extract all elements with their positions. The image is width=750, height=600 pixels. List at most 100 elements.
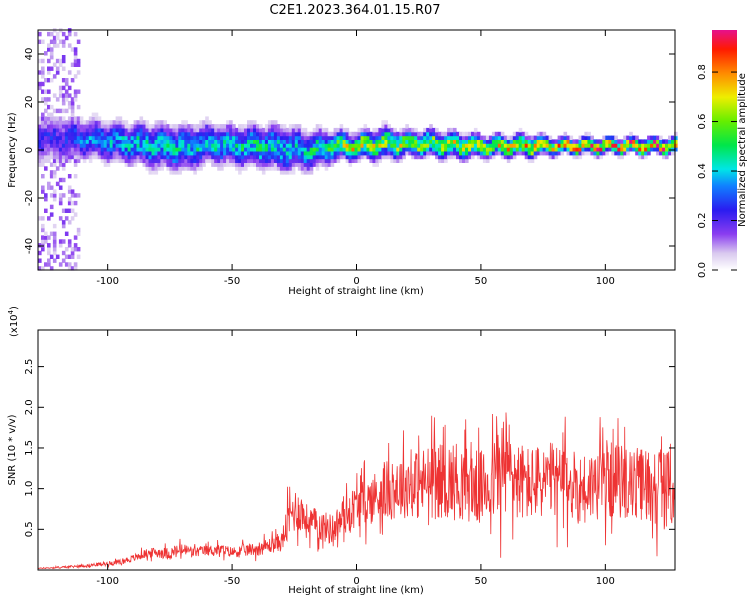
spectrogram-cell	[300, 166, 305, 171]
spectrogram-cell	[384, 151, 388, 156]
spectrogram-cell	[438, 131, 442, 137]
spectrogram-cell	[91, 127, 96, 133]
spectrogram-cell	[226, 131, 230, 137]
spectrogram-cell	[67, 220, 72, 225]
spectrogram-cell	[375, 139, 379, 144]
spectrogram-cell	[118, 151, 123, 156]
spectrogram-cell	[375, 158, 379, 163]
spectrogram-cell	[375, 143, 379, 148]
spectrogram-cell	[396, 131, 400, 137]
spectrogram-cell	[76, 143, 81, 148]
spectrogram-cell	[491, 154, 496, 160]
spectrogram-cell	[279, 139, 284, 144]
spectrogram-cell	[196, 158, 200, 163]
spectrogram-cell	[441, 158, 445, 163]
spectrogram-cell	[229, 124, 233, 129]
spectrogram-cell	[70, 131, 75, 137]
spectrogram-cell	[73, 162, 78, 167]
spectrogram-cell	[432, 139, 436, 144]
spectrogram-cell	[250, 127, 254, 133]
spectrogram-cell	[261, 143, 266, 148]
spectrogram-cell	[91, 112, 96, 117]
spectrogram-cell	[426, 139, 430, 144]
spectrogram-cell	[584, 143, 588, 148]
spectrogram-cell	[635, 139, 639, 144]
x-tick-label: 50	[475, 276, 488, 287]
spectrogram-cell	[315, 139, 320, 144]
spectrogram-cell	[318, 151, 323, 156]
spectrogram-cell	[524, 151, 529, 156]
spectrogram-cell	[656, 143, 660, 148]
spectrogram-cell	[396, 139, 400, 144]
spectrogram-cell	[456, 147, 460, 152]
spectrogram-cell	[199, 124, 203, 129]
colorbar: 0.00.20.40.60.8 Normalized spectral ampl…	[697, 30, 748, 278]
spectrogram-cell	[58, 143, 63, 148]
spectrogram-cell	[324, 151, 329, 156]
spectrogram-cell	[291, 135, 296, 140]
spectrogram-cell	[623, 143, 627, 148]
spectrogram-cell	[491, 131, 496, 137]
spectrogram-cell	[142, 124, 147, 129]
spectrogram-cell	[423, 143, 427, 148]
spectrogram-cell	[82, 131, 87, 137]
spectrogram-cell	[220, 154, 224, 160]
spectrogram-cell	[360, 154, 365, 160]
spectrogram-cell	[378, 154, 382, 160]
spectrogram-cell	[148, 170, 153, 175]
spectrogram-cell	[52, 43, 57, 48]
spectrogram-cell	[184, 143, 188, 148]
spectrogram-cell	[49, 127, 54, 133]
spectrogram-cell	[139, 151, 144, 156]
spectrogram-cell	[55, 66, 60, 71]
spectrogram-cell	[665, 139, 669, 144]
spectrogram-cell	[569, 151, 574, 156]
spectrogram-cell	[94, 120, 99, 125]
spectrogram-cell	[267, 151, 272, 156]
spectrogram-cell	[384, 143, 388, 148]
spectrogram-cell	[41, 223, 45, 229]
spectrogram-cell	[139, 147, 144, 152]
spectrogram-cell	[67, 147, 72, 152]
spectrogram-cell	[381, 139, 385, 144]
spectrogram-cell	[47, 116, 51, 121]
spectrogram-cell	[163, 162, 167, 167]
spectrogram-cell	[49, 78, 54, 83]
spectrogram-cell	[253, 120, 257, 125]
spectrogram-cell	[256, 147, 260, 152]
spectrogram-cell	[94, 143, 99, 148]
spectrogram-cell	[91, 143, 96, 148]
spectrogram-cell	[112, 158, 117, 163]
spectrogram-cell	[393, 139, 397, 144]
spectrogram-cell	[256, 124, 260, 129]
spectrogram-cell	[121, 147, 126, 152]
spectrogram-cell	[100, 147, 105, 152]
spectrogram-cell	[109, 158, 114, 163]
spectrogram-cell	[172, 170, 176, 175]
spectrogram-cell	[70, 124, 75, 129]
spectrogram-cell	[38, 162, 42, 167]
spectrogram-cell	[175, 124, 179, 129]
spectrogram-cell	[166, 162, 170, 167]
spectrogram-cell	[450, 147, 454, 152]
spectrogram-cell	[38, 250, 42, 256]
spectrogram-cell	[88, 135, 93, 140]
spectrogram-cell	[674, 147, 678, 152]
spectrogram-cell	[163, 124, 167, 129]
spectrogram-cell	[482, 151, 487, 156]
spectrogram-cell	[279, 170, 284, 175]
spectrogram-cell	[321, 135, 326, 140]
spectrogram-cell	[82, 135, 87, 140]
spectrogram-cell	[73, 62, 78, 67]
spectrogram-cell	[485, 147, 490, 152]
spectrogram-cell	[70, 127, 75, 133]
spectrogram-cell	[390, 158, 394, 163]
spectrogram-cell	[47, 247, 51, 252]
spectrogram-cell	[211, 131, 215, 137]
spectrogram-cell	[300, 131, 305, 137]
spectrogram-cell	[103, 151, 108, 156]
spectrogram-cell	[491, 147, 496, 152]
spectrogram-cell	[118, 135, 123, 140]
spectrogram-cell	[270, 154, 275, 160]
spectrogram-cell	[52, 151, 57, 156]
